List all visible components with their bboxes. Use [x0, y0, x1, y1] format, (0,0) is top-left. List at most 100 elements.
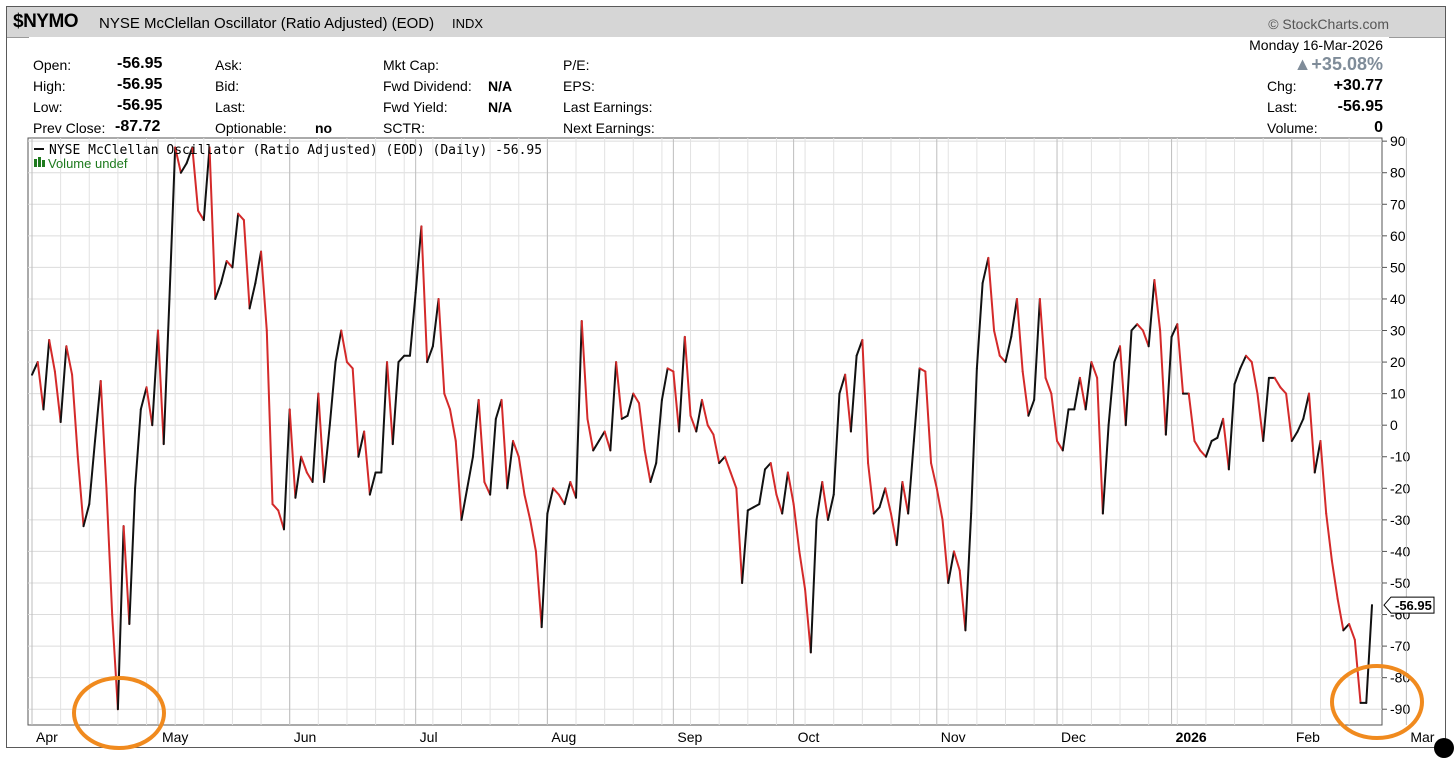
- series-segment: [723, 455, 732, 474]
- series-segment: [300, 455, 308, 474]
- series-segment: [758, 468, 766, 506]
- legend-series-label: NYSE McClellan Oscillator (Ratio Adjuste…: [49, 143, 542, 158]
- y-tick-label: 90: [1390, 133, 1406, 149]
- series-segment: [695, 398, 703, 433]
- series-segment: [930, 462, 938, 490]
- series-segment: [592, 439, 600, 452]
- y-tick-label: 0: [1390, 417, 1398, 433]
- x-tick-label: May: [162, 729, 188, 745]
- series-segment: [947, 550, 955, 584]
- series-segment: [735, 487, 744, 584]
- series-segment: [918, 367, 927, 373]
- series-segment: [1056, 439, 1064, 452]
- last-value-label: -56.95: [1395, 598, 1432, 613]
- x-tick-label: 2026: [1176, 729, 1207, 745]
- fwd-dividend-label: Fwd Dividend:: [383, 78, 472, 94]
- series-segment: [1141, 329, 1150, 348]
- series-segment: [99, 380, 108, 490]
- series-segment: [861, 338, 870, 465]
- series-segment: [1245, 354, 1253, 364]
- series-segment: [151, 329, 159, 427]
- series-segment: [741, 509, 749, 584]
- series-segment: [855, 338, 864, 357]
- series-segment: [122, 525, 131, 626]
- series-segment: [254, 250, 263, 285]
- series-segment: [368, 471, 377, 496]
- series-segment: [1107, 361, 1116, 427]
- series-segment: [1296, 417, 1305, 433]
- series-segment: [1204, 439, 1213, 458]
- series-segment: [1113, 345, 1122, 364]
- series-segment: [895, 480, 904, 547]
- series-segment: [443, 392, 452, 411]
- last-value: -56.95: [1337, 98, 1383, 115]
- series-segment: [964, 512, 973, 632]
- series-segment: [603, 430, 612, 452]
- series-segment: [328, 361, 337, 427]
- series-segment: [431, 297, 440, 348]
- series-segment: [712, 433, 721, 465]
- series-segment: [105, 487, 114, 616]
- x-tick-label: Oct: [798, 729, 820, 745]
- series-segment: [323, 424, 331, 483]
- series-segment: [345, 361, 354, 370]
- corner-dot: [1434, 738, 1454, 758]
- series-segment: [288, 408, 297, 499]
- series-segment: [1199, 449, 1207, 458]
- series-segment: [615, 361, 623, 420]
- y-tick-label: 30: [1390, 323, 1406, 339]
- series-segment: [838, 373, 847, 395]
- series-segment: [1027, 398, 1036, 417]
- series-segment: [1176, 323, 1185, 395]
- series-segment: [334, 329, 343, 364]
- series-segment: [414, 225, 423, 294]
- series-segment: [678, 335, 686, 433]
- series-segment: [523, 493, 532, 521]
- series-segment: [1216, 417, 1225, 439]
- y-tick-label: -40: [1390, 543, 1410, 559]
- series-segment: [1330, 559, 1339, 600]
- series-segment: [1078, 376, 1087, 411]
- series-segment: [65, 345, 74, 376]
- series-segment: [397, 354, 406, 364]
- series-segment: [1050, 392, 1059, 442]
- optionable-value: no: [315, 120, 333, 136]
- series-segment: [1159, 329, 1167, 436]
- series-segment: [1061, 408, 1070, 452]
- series-segment: [1090, 361, 1099, 379]
- series-segment: [849, 354, 858, 433]
- symbol-label: $NYMO: [13, 11, 79, 32]
- last-value-tag: [1383, 596, 1435, 614]
- series-segment: [1136, 323, 1144, 332]
- series-segment: [889, 512, 898, 547]
- series-segment: [260, 250, 268, 332]
- series-segment: [1227, 383, 1236, 471]
- chg-label: Chg:: [1267, 78, 1297, 94]
- series-segment: [746, 506, 755, 512]
- series-segment: [454, 439, 463, 521]
- x-tick-label: Jul: [420, 729, 438, 745]
- series-segment: [1239, 354, 1248, 370]
- series-segment: [174, 146, 182, 174]
- chart-title: NYSE McClellan Oscillator (Ratio Adjuste…: [99, 15, 435, 32]
- series-segment: [798, 550, 807, 591]
- series-segment: [466, 455, 474, 490]
- series-segment: [924, 370, 933, 465]
- series-segment: [219, 260, 228, 285]
- series-segment: [580, 320, 589, 420]
- series-segment: [1279, 386, 1288, 395]
- series-segment: [391, 361, 400, 446]
- series-segment: [638, 402, 646, 452]
- series-segment: [718, 455, 726, 465]
- open-label: Open:: [33, 57, 72, 73]
- series-segment: [534, 550, 543, 629]
- series-segment: [420, 225, 429, 364]
- plot-area: [27, 137, 1383, 726]
- series-segment: [271, 503, 280, 512]
- series-segment: [1313, 439, 1322, 474]
- series-segment: [1187, 392, 1196, 442]
- series-segment: [1308, 392, 1316, 474]
- series-segment: [878, 487, 887, 509]
- y-axis-ticks: 9080706050403020100-10-20-30-40-50-60-70…: [1382, 133, 1410, 717]
- series-segment: [1193, 439, 1202, 452]
